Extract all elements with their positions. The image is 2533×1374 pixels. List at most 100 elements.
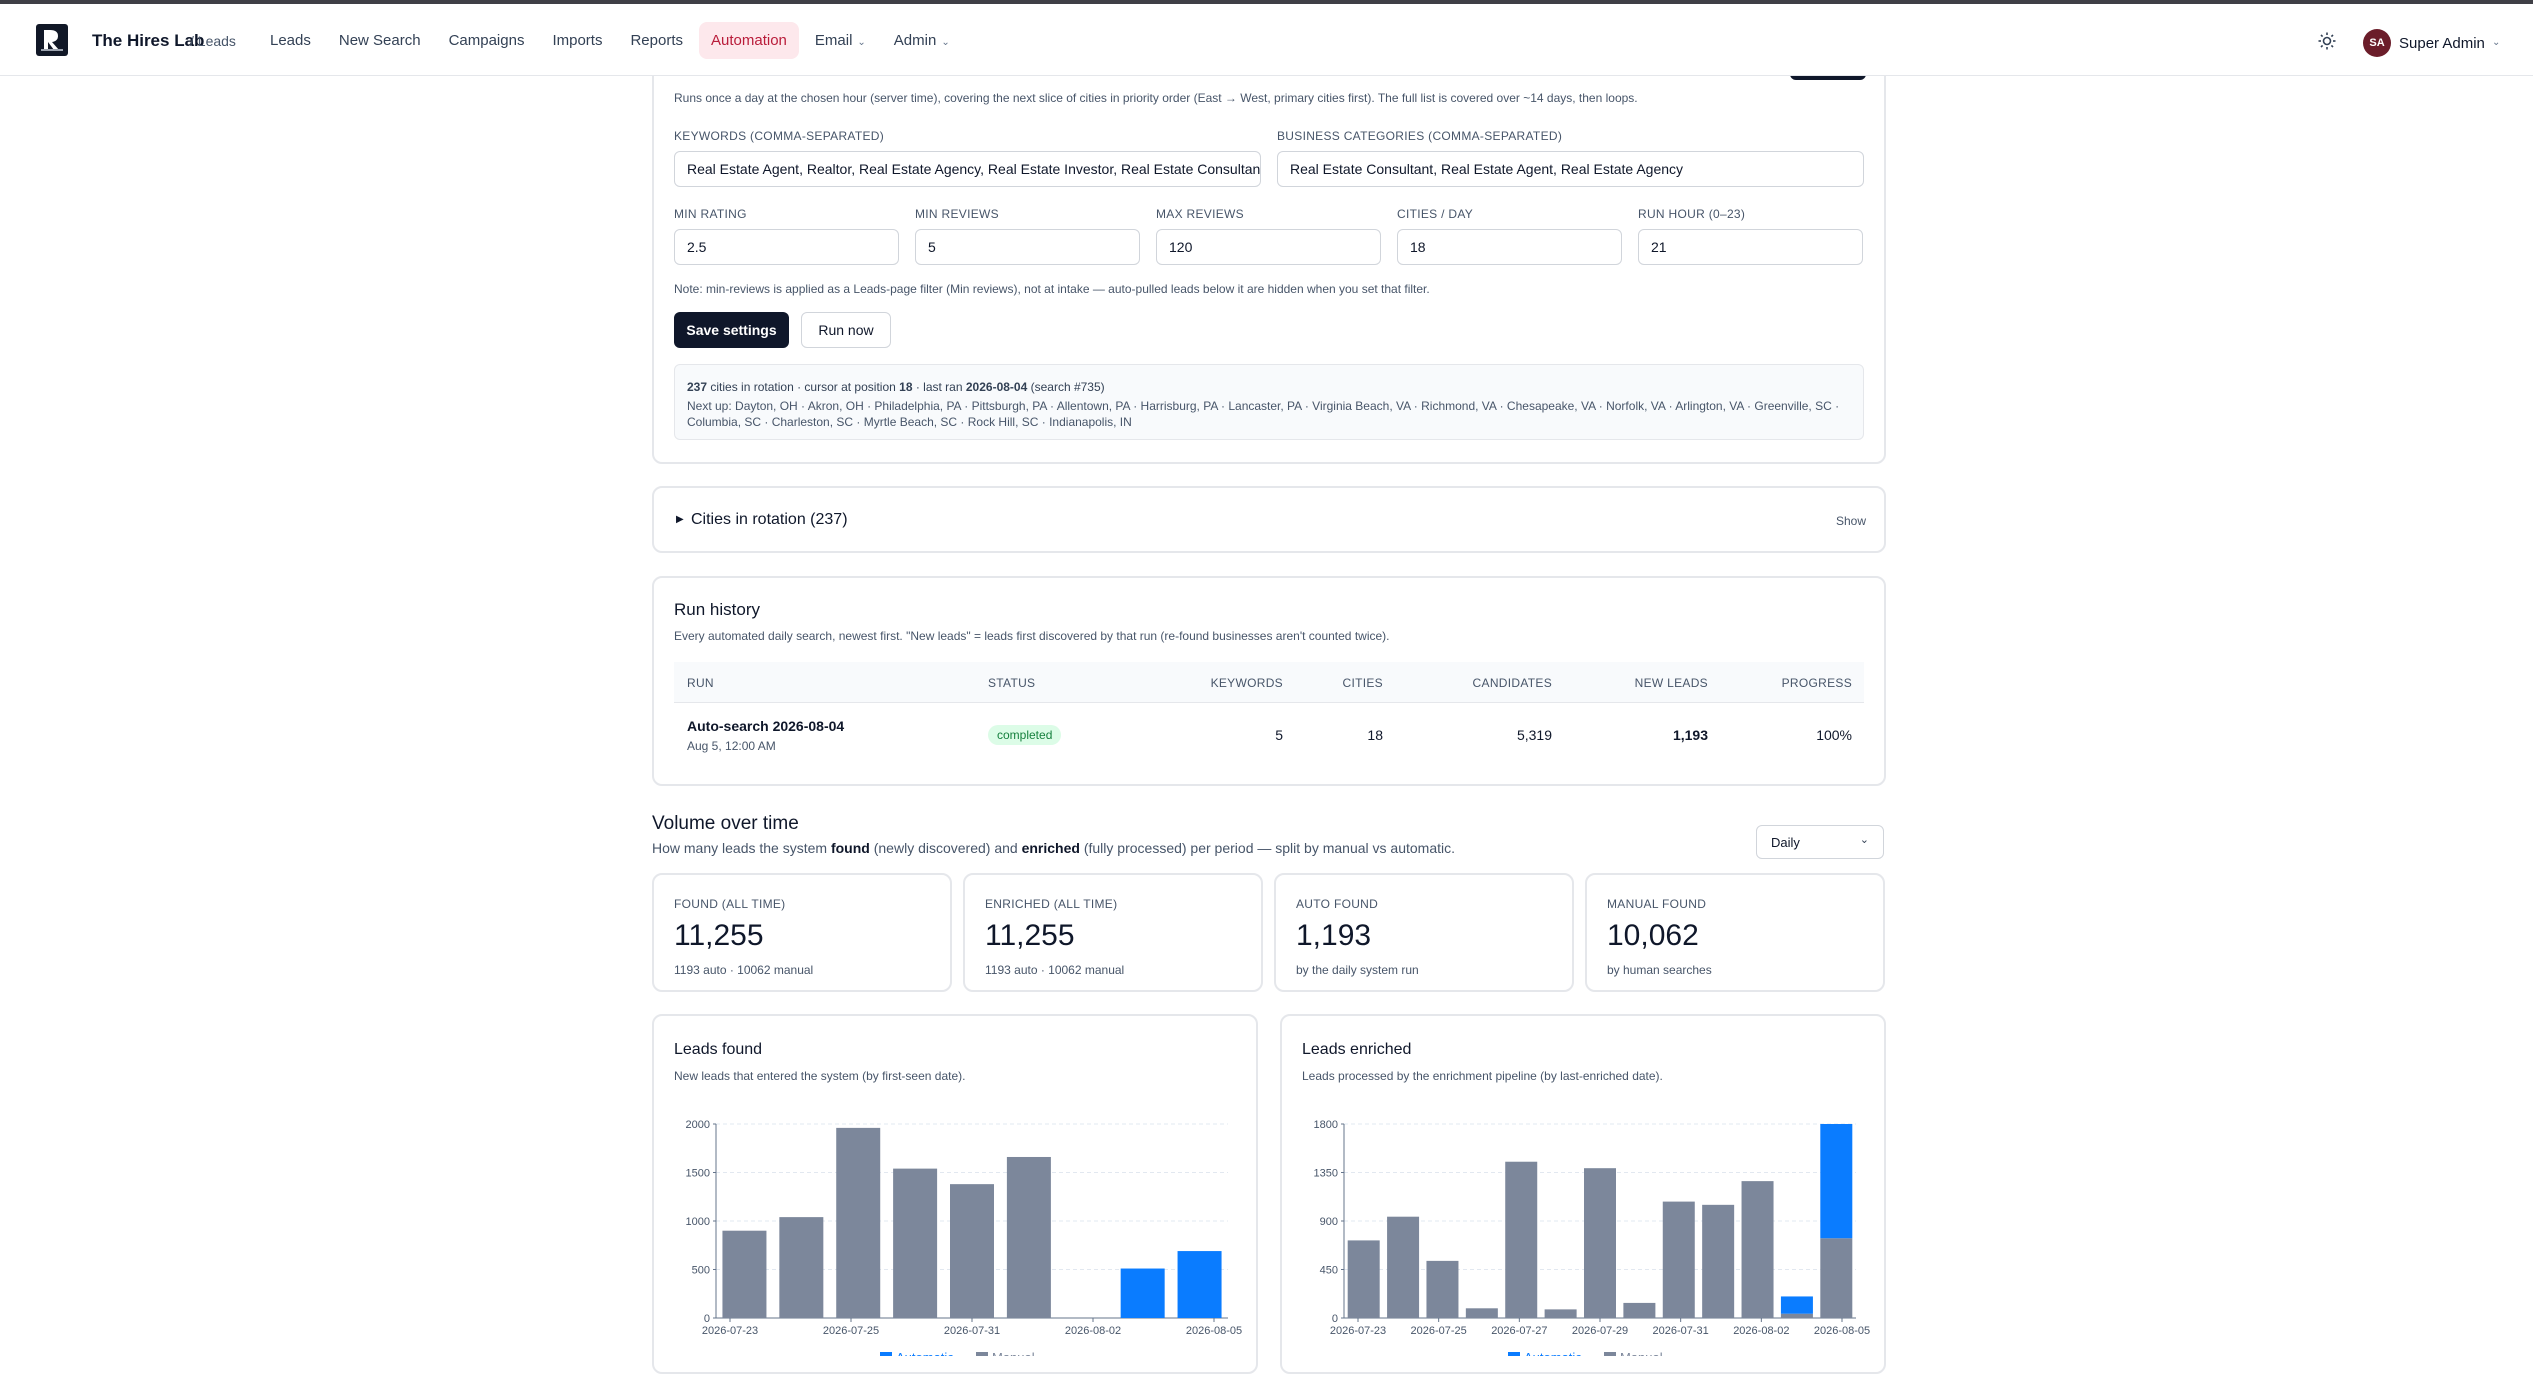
volume-title: Volume over time	[652, 813, 799, 834]
legend-swatch-manual	[976, 1352, 988, 1356]
volume-found-word: found	[830, 840, 870, 856]
top-accent-line	[0, 0, 2533, 4]
volume-subtitle-a: How many leads the system	[652, 840, 828, 856]
settings-description: Runs once a day at the chosen hour (serv…	[674, 91, 1638, 105]
chevron-down-icon[interactable]: ⌄	[2492, 37, 2501, 48]
nav-new-search[interactable]: New Search	[327, 22, 433, 59]
stat-label: MANUAL FOUND	[1607, 897, 1707, 911]
col-progress: PROGRESS	[1781, 676, 1852, 690]
top-navbar: The Hires Lab / Leads Leads New Search C…	[0, 4, 2533, 76]
run-name[interactable]: Auto-search 2026-08-04	[687, 718, 845, 734]
col-new-leads: NEW LEADS	[1634, 676, 1708, 690]
volume-subtitle-c: (fully processed) per period — split by …	[1083, 840, 1456, 856]
stat-card-auto-found: AUTO FOUND 1,193 by the daily system run	[1274, 873, 1574, 992]
next-up-cities-2: Columbia, SC · Charleston, SC · Myrtle B…	[687, 415, 1132, 429]
stat-value: 1,193	[1296, 919, 1372, 952]
bar-manual	[1780, 1313, 1813, 1318]
nav-campaigns[interactable]: Campaigns	[437, 22, 537, 59]
y-tick-label: 450	[1320, 1265, 1338, 1277]
bar-automatic	[1120, 1268, 1165, 1318]
volume-subtitle-b: (newly discovered) and	[873, 840, 1018, 856]
nav-imports-label: Imports	[552, 32, 603, 49]
bar-manual	[1623, 1302, 1656, 1318]
chart-subtitle: New leads that entered the system (by fi…	[674, 1069, 966, 1083]
run-history-header-row	[674, 662, 1864, 703]
x-tick-label: 2026-07-31	[944, 1325, 1000, 1337]
disclosure-triangle-icon: ▶	[676, 514, 684, 525]
run-candidates: 5,319	[1516, 727, 1552, 743]
col-run: RUN	[687, 676, 714, 690]
brand-logo[interactable]	[36, 24, 68, 56]
x-tick-label: 2026-08-02	[1065, 1325, 1121, 1337]
save-settings-button[interactable]: Save settings	[674, 312, 789, 348]
bar-manual	[1505, 1161, 1538, 1318]
run-history-subtitle: Every automated daily search, newest fir…	[674, 629, 1390, 643]
stat-value: 10,062	[1607, 919, 1699, 952]
stat-label: ENRICHED (ALL TIME)	[985, 897, 1118, 911]
chart-title: Leads found	[674, 1041, 763, 1058]
period-select[interactable]: Daily ⌄	[1756, 825, 1884, 859]
min-rating-input[interactable]: 2.5	[674, 229, 899, 265]
chart-card-leads-found: Leads found New leads that entered the s…	[652, 1014, 1258, 1374]
nav-new-search-label: New Search	[338, 32, 421, 49]
nav-reports[interactable]: Reports	[618, 22, 695, 59]
keywords-input[interactable]: Real Estate Agent, Realtor, Real Estate …	[674, 151, 1261, 187]
rotation-text-b: · last ran	[915, 380, 963, 394]
stat-card-manual-found: MANUAL FOUND 10,062 by human searches	[1585, 873, 1885, 992]
rotation-text-a: cities in rotation · cursor at position	[710, 380, 896, 394]
avatar[interactable]: SA	[2363, 29, 2391, 57]
run-progress: 100%	[1816, 727, 1852, 743]
brand-name[interactable]: The Hires Lab	[92, 31, 205, 50]
y-tick-label: 0	[1332, 1313, 1338, 1325]
rotation-cursor: 18	[899, 380, 913, 394]
stat-sub: 1193 auto · 10062 manual	[674, 963, 814, 977]
y-tick-label: 1800	[1314, 1119, 1338, 1131]
user-menu-name[interactable]: Super Admin	[2399, 35, 2485, 52]
nav-email[interactable]: Email ⌄	[803, 22, 878, 59]
cities-show-toggle[interactable]: Show	[1835, 514, 1866, 528]
leads-found-chart: 0 500 1000 1500 2000 2026-07-23 2026-07-25 2026…	[686, 1119, 1242, 1356]
period-value: Daily	[1771, 835, 1800, 850]
nav-leads[interactable]: Leads	[258, 22, 323, 59]
chevron-down-icon: ⌄	[857, 37, 866, 48]
bar-automatic	[1780, 1296, 1813, 1314]
bar-manual	[1662, 1201, 1695, 1318]
min-reviews-input[interactable]: 5	[915, 229, 1140, 265]
run-hour-input[interactable]: 21	[1638, 229, 1863, 265]
col-candidates: CANDIDATES	[1472, 676, 1552, 690]
nav-automation[interactable]: Automation	[699, 22, 799, 59]
bar-manual	[1702, 1204, 1735, 1318]
bar-manual	[1820, 1238, 1853, 1318]
cities-per-day-label: CITIES / DAY	[1397, 207, 1474, 221]
max-reviews-label: MAX REVIEWS	[1156, 207, 1244, 221]
sun-icon[interactable]	[2318, 32, 2336, 50]
bar-automatic	[1820, 1124, 1853, 1239]
main-nav: Leads New Search Campaigns Imports Repor…	[258, 22, 962, 59]
volume-enriched-word: enriched	[1021, 840, 1080, 856]
cities-rotation-card[interactable]: ▶ Cities in rotation (237) Show	[652, 486, 1886, 553]
run-now-button[interactable]: Run now	[801, 312, 891, 348]
nav-imports[interactable]: Imports	[540, 22, 614, 59]
nav-admin-label: Admin	[893, 32, 937, 49]
col-keywords: KEYWORDS	[1210, 676, 1283, 690]
leads-enriched-chart: 0 450 900 1350 1800 2026-07-23 2026-07-25 2026-…	[1314, 1119, 1870, 1356]
bar-manual	[1544, 1309, 1577, 1318]
x-tick-label: 2026-08-05	[1814, 1325, 1870, 1337]
nav-leads-label: Leads	[270, 32, 311, 49]
bar-manual	[1387, 1216, 1420, 1318]
cities-per-day-input[interactable]: 18	[1397, 229, 1622, 265]
legend-swatch-manual	[1604, 1352, 1616, 1356]
cities-rotation-title: Cities in rotation (237)	[691, 511, 848, 528]
search-ref: (search #735)	[1030, 380, 1105, 394]
nav-email-label: Email	[814, 32, 853, 49]
keywords-label: KEYWORDS (COMMA-SEPARATED)	[674, 129, 885, 143]
nav-admin[interactable]: Admin ⌄	[882, 22, 962, 59]
y-tick-label: 500	[692, 1265, 710, 1277]
run-new-leads: 1,193	[1672, 727, 1708, 743]
stat-sub: 1193 auto · 10062 manual	[985, 963, 1125, 977]
x-tick-label: 2026-07-31	[1653, 1325, 1709, 1337]
bar-manual	[1741, 1181, 1774, 1318]
max-reviews-input[interactable]: 120	[1156, 229, 1381, 265]
categories-input[interactable]: Real Estate Consultant, Real Estate Agen…	[1277, 151, 1864, 187]
bar-manual	[893, 1168, 938, 1318]
